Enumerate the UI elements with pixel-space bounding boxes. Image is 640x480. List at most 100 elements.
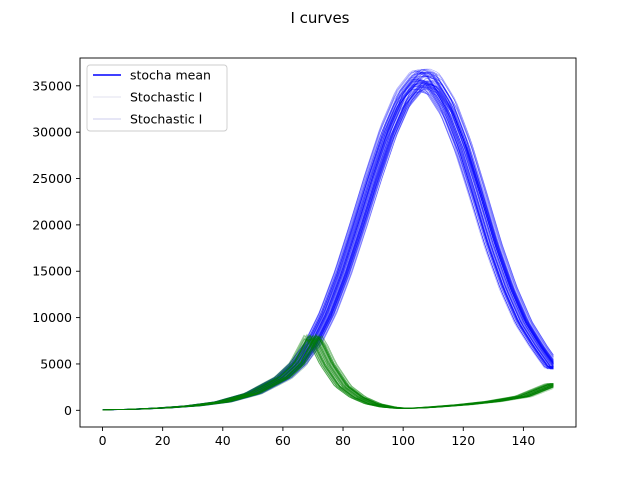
x-tick-label: 40	[215, 433, 231, 448]
series-1-trajectory	[102, 337, 554, 411]
series-0-trajectory	[102, 81, 554, 411]
series-0-trajectory	[102, 68, 554, 411]
y-tick-label: 20000	[32, 217, 72, 232]
series-1-trajectory	[102, 338, 554, 411]
series-1-trajectory	[102, 338, 554, 411]
series-0-trajectory	[102, 82, 554, 411]
y-tick-label: 30000	[32, 125, 72, 140]
series-1-trajectory	[102, 336, 554, 411]
series-0-trajectory	[102, 79, 554, 411]
series-0-trajectory	[102, 72, 554, 411]
series-1-trajectory	[102, 335, 554, 410]
series-1-trajectory	[102, 337, 554, 411]
series-0-trajectory	[102, 84, 554, 411]
series-1-trajectory	[102, 337, 554, 411]
series-0-trajectory	[102, 82, 554, 411]
series-1-trajectory	[102, 335, 554, 411]
series-0-trajectory	[102, 71, 554, 411]
series-0-trajectory	[102, 71, 554, 411]
legend: stocha mean Stochastic I Stochastic I	[86, 64, 228, 132]
series-0-trajectory	[102, 80, 554, 411]
series-0-trajectory	[102, 84, 554, 411]
series-0-trajectory	[102, 80, 554, 411]
series-1-trajectory	[102, 337, 554, 411]
series-1-trajectory	[102, 335, 554, 410]
series-0-trajectory	[102, 88, 554, 411]
series-0-trajectory	[102, 73, 554, 411]
series-0-trajectory	[102, 84, 554, 411]
y-tick-label: 5000	[40, 356, 72, 371]
series-0-trajectory	[102, 91, 554, 411]
legend-box	[86, 64, 228, 132]
series-1-trajectory	[102, 334, 554, 410]
plot-lines	[102, 68, 554, 411]
series-0-trajectory	[102, 84, 554, 411]
legend-label: Stochastic I	[130, 112, 202, 127]
series-1-trajectory	[102, 339, 554, 411]
x-tick-label: 0	[99, 433, 107, 448]
y-tick-label: 35000	[32, 78, 72, 93]
series-0-trajectory	[102, 72, 554, 411]
series-0-trajectory	[102, 81, 554, 411]
series-1-trajectory	[102, 337, 554, 411]
series-1-trajectory	[102, 334, 554, 411]
series-1-trajectory	[102, 336, 554, 411]
series-1-trajectory	[102, 333, 554, 411]
series-1-trajectory	[102, 339, 554, 411]
series-1-trajectory	[102, 333, 554, 411]
y-tick-label: 10000	[32, 310, 72, 325]
series-1-trajectory	[102, 334, 554, 411]
series-1-trajectory	[102, 339, 554, 411]
series-1-trajectory	[102, 333, 554, 411]
series-1-trajectory	[102, 338, 554, 411]
series-1-trajectory	[102, 335, 554, 411]
series-1-trajectory	[102, 337, 554, 411]
series-0-trajectory	[102, 86, 554, 411]
series-0-trajectory	[102, 71, 554, 411]
series-1-trajectory	[102, 336, 554, 411]
series-1-trajectory	[102, 339, 554, 411]
series-0-trajectory	[102, 88, 554, 411]
series-0-trajectory	[102, 78, 554, 410]
series-0-trajectory	[102, 70, 554, 411]
series-1-trajectory	[102, 336, 554, 411]
series-1-trajectory	[102, 335, 554, 411]
series-1-trajectory	[102, 339, 554, 411]
series-1-trajectory	[102, 335, 554, 411]
series-0-trajectory	[102, 80, 554, 411]
series-0-trajectory	[102, 91, 554, 411]
series-0-trajectory	[102, 75, 554, 411]
x-tick-label: 80	[335, 433, 351, 448]
series-0-trajectory	[102, 87, 554, 411]
series-0-trajectory	[102, 85, 554, 411]
series-0-trajectory	[102, 80, 554, 411]
y-axis: 0 5000 10000 15000 20000 25000 30000 35000	[32, 78, 80, 418]
series-0-trajectory	[102, 73, 554, 411]
series-1-trajectory	[102, 338, 554, 411]
series-0-trajectory	[102, 72, 554, 411]
series-0-trajectory	[102, 81, 554, 411]
series-1-ensemble	[102, 333, 554, 411]
series-0-trajectory	[102, 79, 554, 411]
series-1-trajectory	[102, 335, 554, 411]
series-0-trajectory	[102, 86, 554, 411]
series-0-trajectory	[102, 86, 554, 411]
x-tick-label: 20	[155, 433, 171, 448]
series-1-trajectory	[102, 338, 554, 411]
series-0-trajectory	[102, 83, 554, 411]
series-1-trajectory	[102, 338, 554, 411]
series-1-trajectory	[102, 337, 554, 411]
series-0-trajectory	[102, 82, 554, 411]
series-0-trajectory	[102, 91, 554, 411]
plot-frame	[79, 57, 577, 428]
series-0-trajectory	[102, 80, 554, 411]
series-0-trajectory	[102, 86, 554, 411]
series-0-trajectory	[102, 75, 554, 411]
series-1-trajectory	[102, 338, 554, 411]
series-0-trajectory	[102, 71, 554, 411]
series-1-trajectory	[102, 340, 554, 411]
series-0-trajectory	[102, 79, 554, 411]
series-1-trajectory	[102, 334, 554, 411]
series-0-trajectory	[102, 69, 554, 411]
